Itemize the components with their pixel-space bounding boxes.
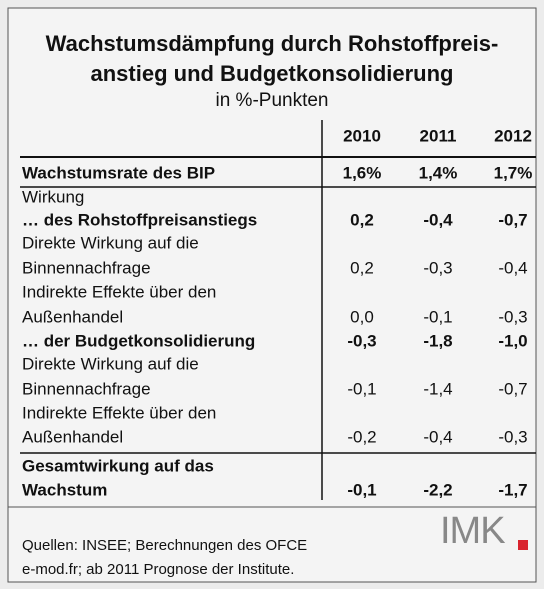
cell: -0,7	[498, 210, 527, 229]
cell: -1,8	[423, 331, 452, 350]
row-label: Wachstumsrate des BIP	[22, 163, 215, 182]
cell: -0,7	[498, 379, 527, 398]
cell: -1,4	[423, 379, 452, 398]
column-header: 2012	[494, 126, 532, 145]
cell: -0,1	[347, 480, 376, 499]
cell: -2,2	[423, 480, 452, 499]
row-label: Direkte Wirkung auf die	[22, 354, 199, 373]
logo-square	[518, 540, 528, 550]
row-label: … des Rohstoffpreisanstiegs	[22, 210, 257, 229]
cell: -0,2	[347, 427, 376, 446]
row-label: Binnennachfrage	[22, 258, 151, 277]
column-header: 2011	[420, 126, 457, 145]
cell: -0,3	[347, 331, 376, 350]
cell: -0,3	[498, 307, 527, 326]
cell: 0,2	[350, 258, 374, 277]
cell: -0,3	[498, 427, 527, 446]
row-label: … der Budgetkonsolidierung	[22, 331, 255, 350]
cell: 1,4%	[419, 163, 458, 182]
row-label: Wachstum	[22, 480, 107, 499]
cell: 0,2	[350, 210, 374, 229]
title-line: Wachstumsdämpfung durch Rohstoffpreis-	[46, 31, 499, 56]
source-line: e-mod.fr; ab 2011 Prognose der Institute…	[22, 561, 294, 578]
row-label: Außenhandel	[22, 307, 123, 326]
cell: 1,6%	[343, 163, 382, 182]
column-header: 2010	[343, 126, 381, 145]
cell: 1,7%	[494, 163, 533, 182]
subtitle: in %-Punkten	[215, 90, 328, 111]
row-label: Indirekte Effekte über den	[22, 403, 216, 422]
cell: -0,1	[347, 379, 376, 398]
row-label: Direkte Wirkung auf die	[22, 233, 199, 252]
cell: -1,7	[498, 480, 527, 499]
row-label: Indirekte Effekte über den	[22, 282, 216, 301]
cell: -1,0	[498, 331, 527, 350]
cell: -0,4	[423, 427, 452, 446]
row-label: Binnennachfrage	[22, 379, 151, 398]
row-label: Außenhandel	[22, 427, 123, 446]
row-label: Gesamtwirkung auf das	[22, 456, 214, 475]
cell: -0,4	[423, 210, 453, 229]
cell: -0,3	[423, 258, 452, 277]
source-line: Quellen: INSEE; Berechnungen des OFCE	[22, 537, 307, 554]
logo: IMK	[440, 510, 505, 552]
cell: -0,1	[423, 307, 452, 326]
cell: -0,4	[498, 258, 527, 277]
cell: 0,0	[350, 307, 374, 326]
title-line: anstieg und Budgetkonsolidierung	[91, 61, 454, 86]
row-label: Wirkung	[22, 187, 84, 206]
frame	[7, 7, 537, 583]
